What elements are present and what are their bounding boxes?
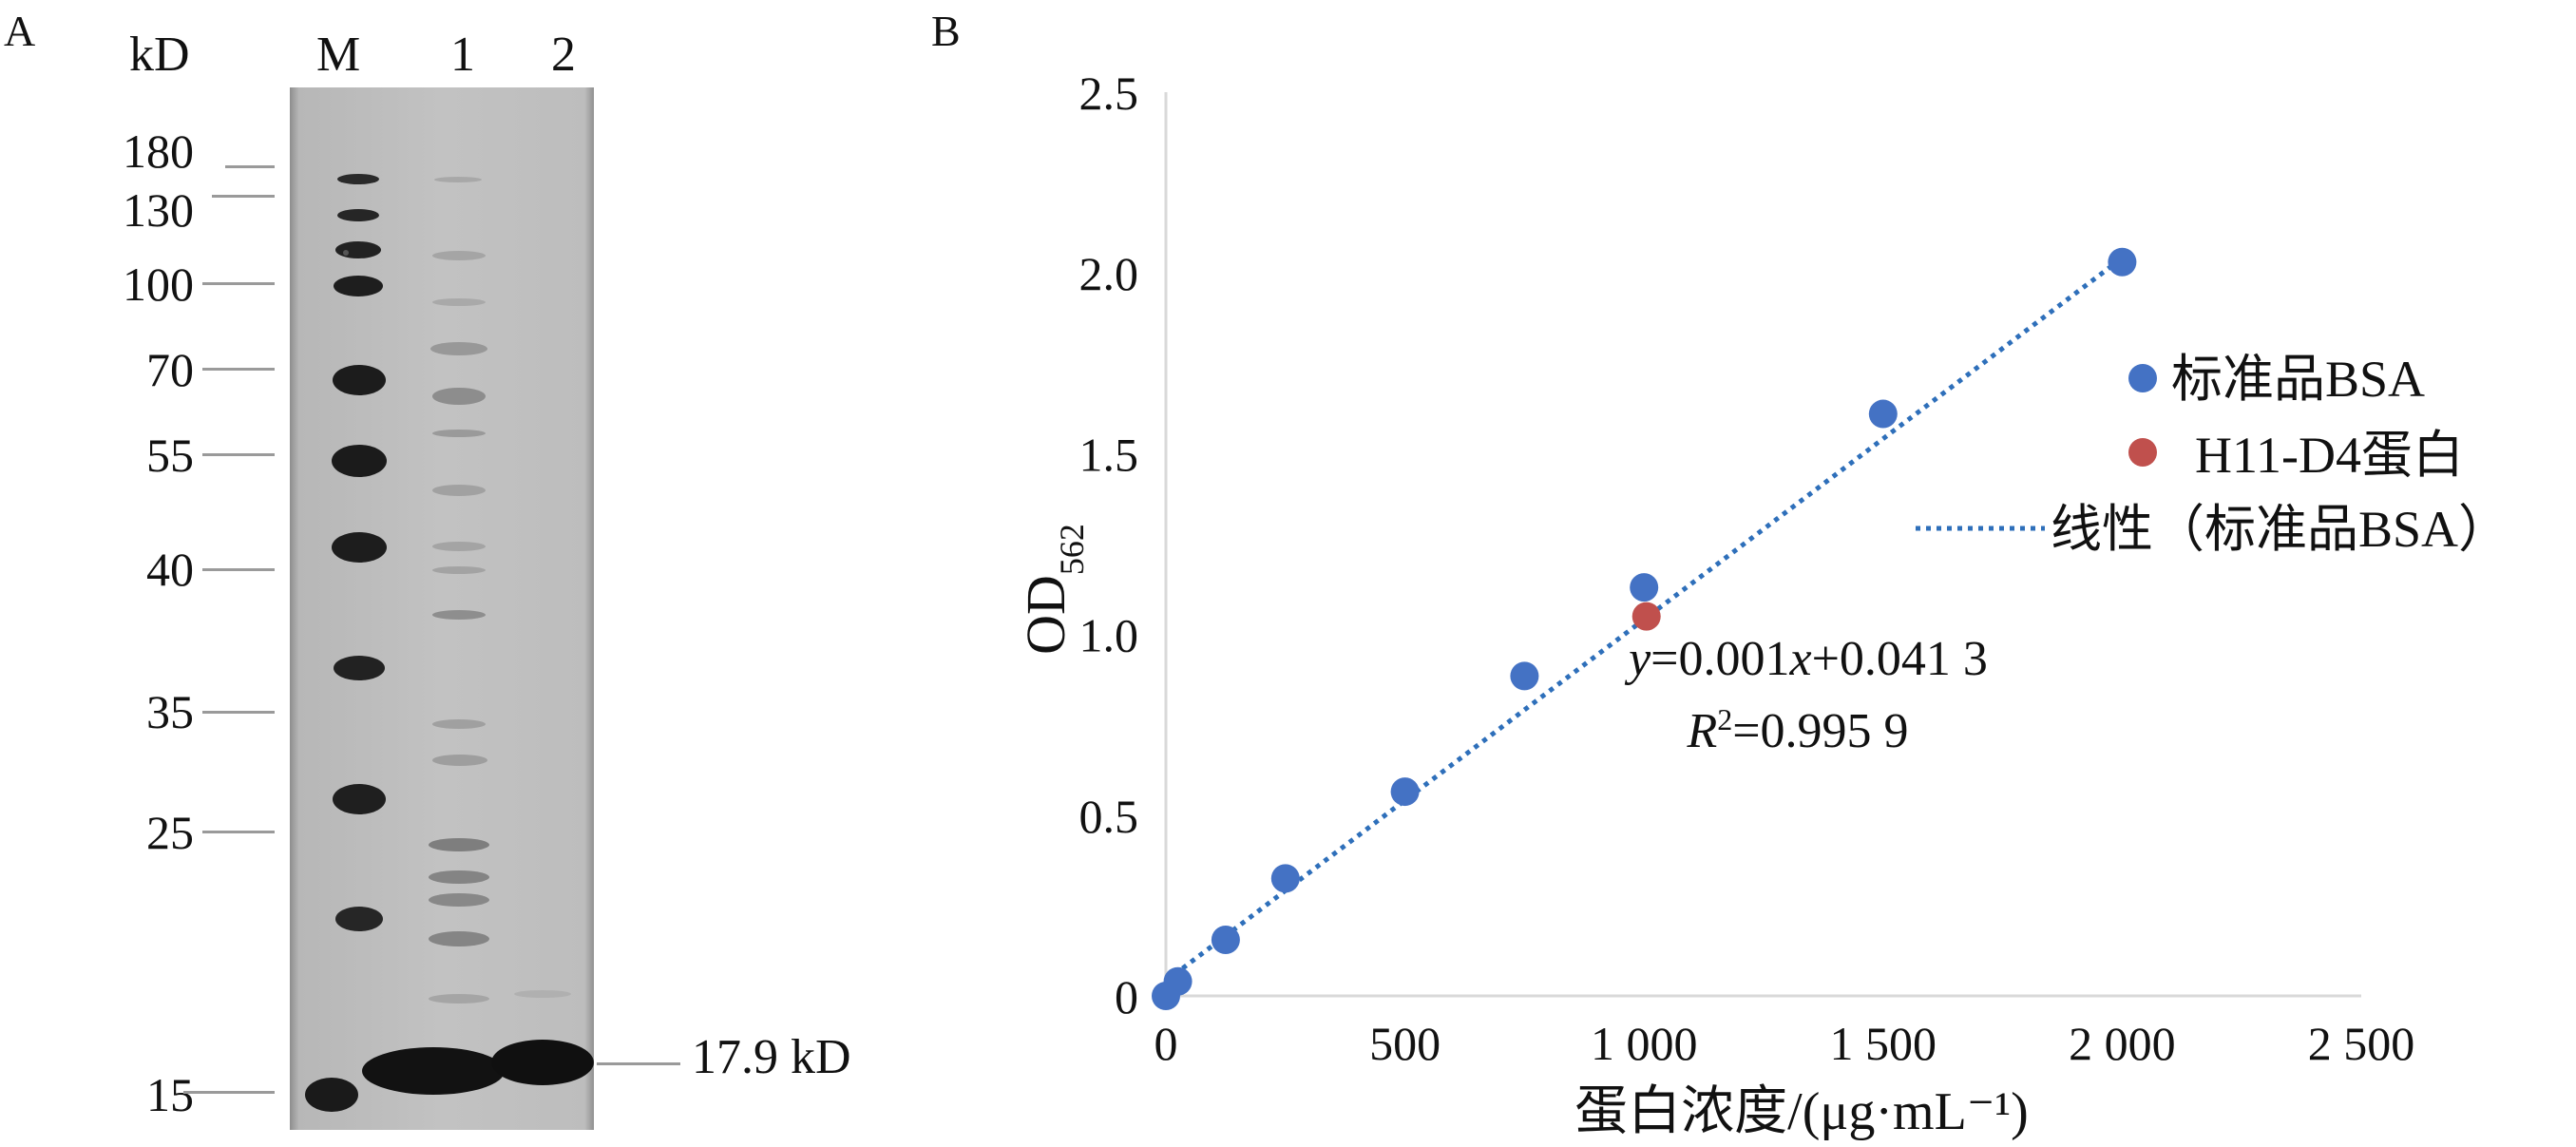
marker-tick-40 bbox=[202, 568, 275, 571]
panel-a-label: A bbox=[4, 7, 36, 55]
lane1-band bbox=[429, 994, 489, 1004]
lane2-band bbox=[514, 990, 571, 998]
panel-b-label: B bbox=[931, 7, 961, 55]
x-tick-label: 500 bbox=[1369, 1017, 1441, 1070]
bsa-standard-point bbox=[1868, 399, 1898, 429]
lane1-band bbox=[434, 177, 482, 182]
marker-band bbox=[343, 250, 349, 256]
x-tick-label: 1 500 bbox=[1830, 1017, 1937, 1070]
x-tick-label: 0 bbox=[1154, 1017, 1178, 1070]
bsa-standard-point bbox=[1163, 966, 1193, 996]
lane1-band bbox=[432, 566, 486, 574]
marker-tick-130 bbox=[212, 195, 275, 198]
h11-d4-point bbox=[1631, 602, 1661, 631]
marker-band bbox=[333, 365, 386, 395]
lane1-band bbox=[432, 755, 487, 766]
marker-label-100: 100 bbox=[123, 258, 194, 311]
lane-label-marker: M bbox=[316, 28, 361, 82]
bsa-standard-point bbox=[1630, 573, 1659, 602]
legend-marker-bsa bbox=[2128, 364, 2157, 392]
lane1-band bbox=[432, 251, 486, 260]
y-tick-label: 2.5 bbox=[1079, 67, 1139, 120]
marker-label-55: 55 bbox=[146, 429, 194, 482]
lane1-band bbox=[430, 342, 487, 355]
marker-band bbox=[305, 1078, 358, 1112]
legend-label-trendline: 线性（标准品BSA） bbox=[2051, 501, 2509, 558]
lane1-band bbox=[432, 298, 486, 306]
legend-label-bsa: 标准品BSA bbox=[2171, 351, 2425, 408]
marker-label-25: 25 bbox=[146, 806, 194, 859]
target-band-annotation: 17.9 kD bbox=[692, 1030, 851, 1084]
marker-band bbox=[337, 209, 379, 221]
y-tick-label: 0 bbox=[1115, 970, 1138, 1023]
y-tick-label: 1.0 bbox=[1079, 609, 1139, 662]
sds-page-gel bbox=[290, 87, 594, 1130]
marker-tick-35 bbox=[202, 711, 275, 714]
marker-band bbox=[332, 532, 387, 563]
bsa-standard-point bbox=[2108, 247, 2137, 277]
y-tick-label: 1.5 bbox=[1079, 428, 1139, 481]
marker-tick-15 bbox=[183, 1091, 275, 1094]
marker-band bbox=[334, 656, 385, 680]
bsa-standard-point bbox=[1510, 661, 1539, 691]
marker-tick-70 bbox=[202, 368, 275, 371]
x-tick-label: 2 500 bbox=[2308, 1017, 2415, 1070]
target-protein-band bbox=[491, 1040, 594, 1085]
marker-band bbox=[337, 174, 379, 184]
marker-band bbox=[332, 445, 387, 477]
marker-label-130: 130 bbox=[123, 183, 194, 237]
y-tick-label: 0.5 bbox=[1079, 790, 1139, 843]
gel-unit-label: kD bbox=[129, 28, 190, 82]
lane1-band bbox=[429, 838, 489, 851]
marker-label-70: 70 bbox=[146, 343, 194, 396]
marker-band bbox=[335, 907, 383, 931]
marker-label-40: 40 bbox=[146, 543, 194, 596]
marker-label-15: 15 bbox=[146, 1068, 194, 1121]
lane1-band bbox=[429, 870, 489, 884]
x-tick-label: 2 000 bbox=[2069, 1017, 2176, 1070]
lane1-band bbox=[432, 388, 486, 405]
y-tick-label: 2.0 bbox=[1079, 247, 1139, 300]
legend-label-h11-d4: H11-D4蛋白 bbox=[2195, 427, 2464, 484]
marker-tick-100 bbox=[202, 282, 275, 285]
y-axis-label: OD562 bbox=[1015, 524, 1091, 655]
r-squared: R2=0.995 9 bbox=[1686, 702, 1908, 758]
bsa-standard-point bbox=[1211, 926, 1240, 955]
marker-tick-55 bbox=[202, 453, 275, 456]
marker-tick-180 bbox=[225, 165, 275, 168]
lane1-band bbox=[432, 430, 486, 437]
lane1-band bbox=[432, 719, 486, 729]
target-band-pointer bbox=[597, 1062, 680, 1065]
lane1-band bbox=[429, 893, 489, 907]
x-tick-label: 1 000 bbox=[1591, 1017, 1698, 1070]
lane1-band bbox=[432, 542, 486, 551]
lane1-band bbox=[429, 931, 489, 946]
legend-marker-h11-d4 bbox=[2128, 438, 2157, 467]
marker-label-35: 35 bbox=[146, 685, 194, 738]
lane1-band bbox=[432, 610, 486, 620]
marker-band bbox=[334, 276, 383, 296]
marker-tick-25 bbox=[202, 831, 275, 833]
x-axis-label: 蛋白浓度/(μg·mL⁻¹) bbox=[1574, 1082, 2029, 1141]
bsa-standard-point bbox=[1270, 864, 1300, 893]
marker-band bbox=[333, 784, 386, 814]
bsa-standard-point bbox=[1390, 777, 1420, 807]
lane-label-1: 1 bbox=[450, 28, 475, 82]
target-protein-band bbox=[362, 1047, 505, 1095]
lane1-band bbox=[432, 485, 486, 496]
regression-equation: y=0.001x+0.041 3 bbox=[1624, 632, 1988, 686]
marker-label-180: 180 bbox=[123, 124, 194, 178]
lane-label-2: 2 bbox=[551, 28, 576, 82]
